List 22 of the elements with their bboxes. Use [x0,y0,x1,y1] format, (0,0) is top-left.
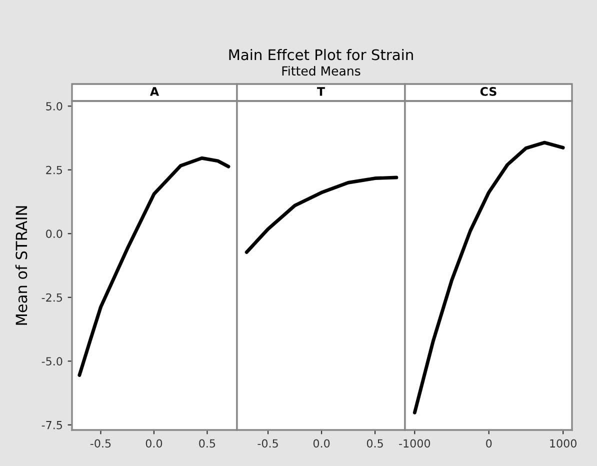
text: CS [480,86,496,96]
x-tick-label: 0.0 [146,439,162,448]
x-tick-label: 1000 [550,439,576,448]
x-tick-label: 0.5 [366,439,383,448]
y-tick-label: -7.5 [42,421,62,430]
x-tick-label: 0 [486,439,492,448]
x-tick-label: -1000 [399,439,430,448]
text: T [317,87,325,96]
x-tick-label: 0.5 [199,439,216,448]
y-axis-title: Mean of STRAIN [15,206,28,325]
y-tick-label: 0.0 [46,230,62,238]
chart-title: Main Effcet Plot for Strain [229,48,413,60]
x-tick-label: -0.5 [90,439,111,448]
text: A [150,87,160,96]
y-tick-label: -5.0 [42,357,62,366]
y-tick-label: 2.5 [46,166,62,174]
line-series [78,156,230,377]
y-tick-label: -2.5 [42,293,62,302]
x-tick-label: -0.5 [258,439,278,448]
chart-subtitle: Fitted Means [282,66,360,76]
x-tick-label: 0.0 [313,439,330,448]
y-tick-label: 5.0 [46,102,62,110]
